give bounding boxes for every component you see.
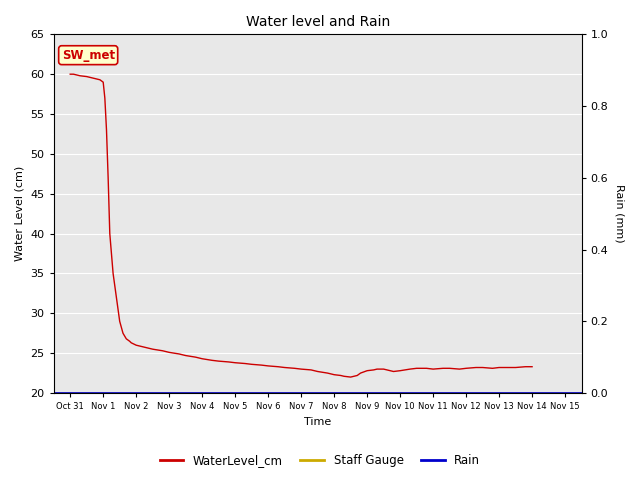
Y-axis label: Water Level (cm): Water Level (cm) bbox=[15, 166, 25, 261]
Text: SW_met: SW_met bbox=[61, 48, 115, 62]
Title: Water level and Rain: Water level and Rain bbox=[246, 15, 390, 29]
Y-axis label: Rain (mm): Rain (mm) bbox=[615, 184, 625, 243]
X-axis label: Time: Time bbox=[304, 417, 332, 427]
Legend: WaterLevel_cm, Staff Gauge, Rain: WaterLevel_cm, Staff Gauge, Rain bbox=[155, 449, 485, 472]
